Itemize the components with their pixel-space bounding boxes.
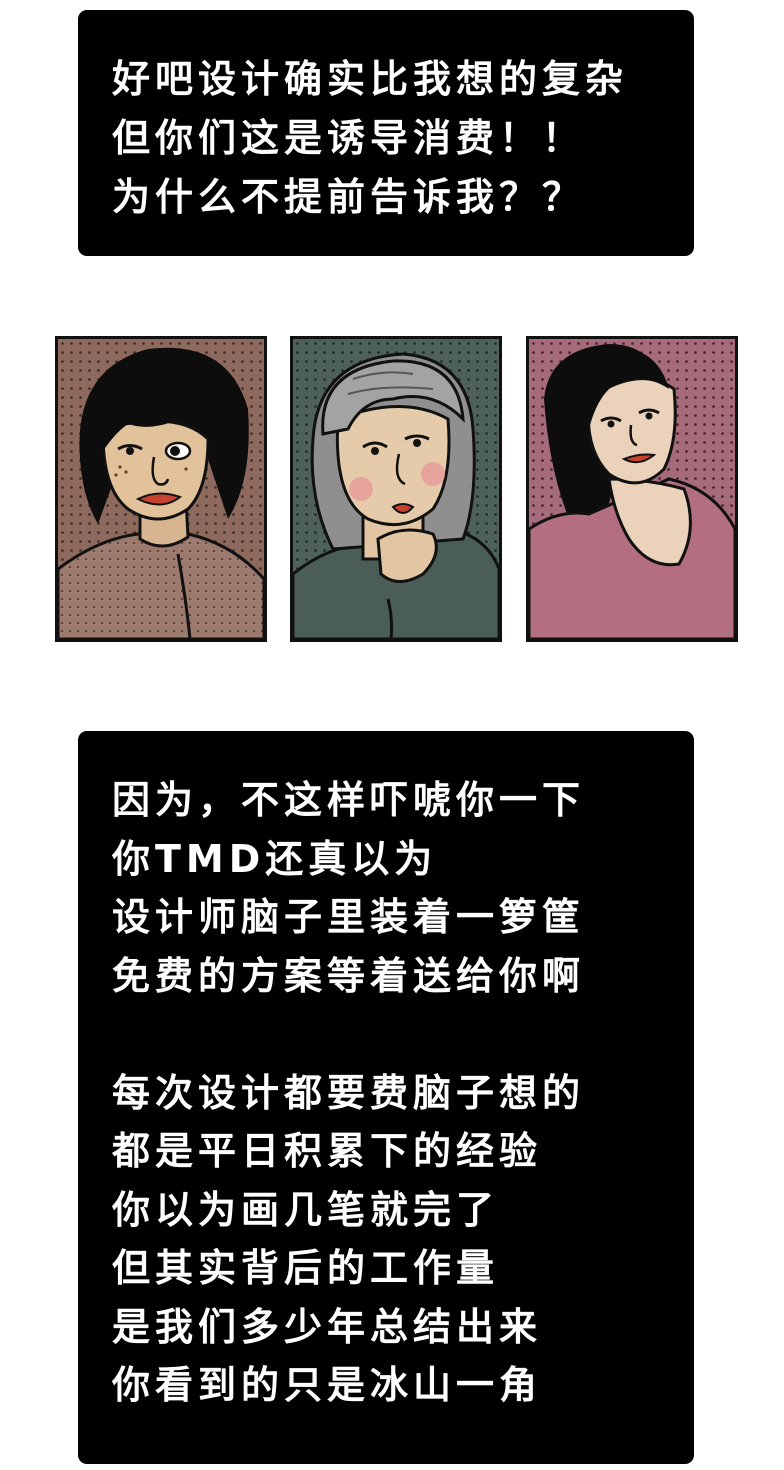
caption-line: 是我们多少年总结出来 xyxy=(112,1304,543,1349)
caption-line: 为什么不提前告诉我？？ xyxy=(112,175,586,219)
top-caption-box: 好吧设计确实比我想的复杂 但你们这是诱导消费！！ 为什么不提前告诉我？？ xyxy=(78,10,694,256)
caption-line: 你TMD还真以为 xyxy=(112,836,438,881)
short-haired-woman-illustration xyxy=(58,339,264,639)
caption-line: 你以为画几笔就完了 xyxy=(112,1187,500,1232)
bottom-caption-box: 因为，不这样吓唬你一下 你TMD还真以为 设计师脑子里装着一箩筐 免费的方案等着… xyxy=(78,731,694,1464)
portrait-panel-short-haired-woman xyxy=(55,336,267,642)
paragraph-gap xyxy=(112,1005,694,1064)
caption-line: 你看到的只是冰山一角 xyxy=(112,1363,543,1407)
caption-line: 设计师脑子里装着一箩筐 xyxy=(112,895,586,939)
caption-line: 但你们这是诱导消费！！ xyxy=(112,116,586,160)
long-haired-woman-illustration xyxy=(529,339,735,639)
gray-haired-woman-illustration xyxy=(293,339,499,639)
portrait-panel-long-haired-woman xyxy=(526,336,738,642)
caption-line: 免费的方案等着送给你啊 xyxy=(112,953,586,998)
caption-line: 每次设计都要费脑子想的 xyxy=(112,1070,586,1115)
caption-line: 都是平日积累下的经验 xyxy=(112,1129,543,1173)
caption-line: 好吧设计确实比我想的复杂 xyxy=(112,57,629,101)
caption-line: 但其实背后的工作量 xyxy=(112,1246,500,1290)
portrait-panel-gray-haired-woman xyxy=(290,336,502,642)
caption-line: 因为，不这样吓唬你一下 xyxy=(112,778,586,822)
